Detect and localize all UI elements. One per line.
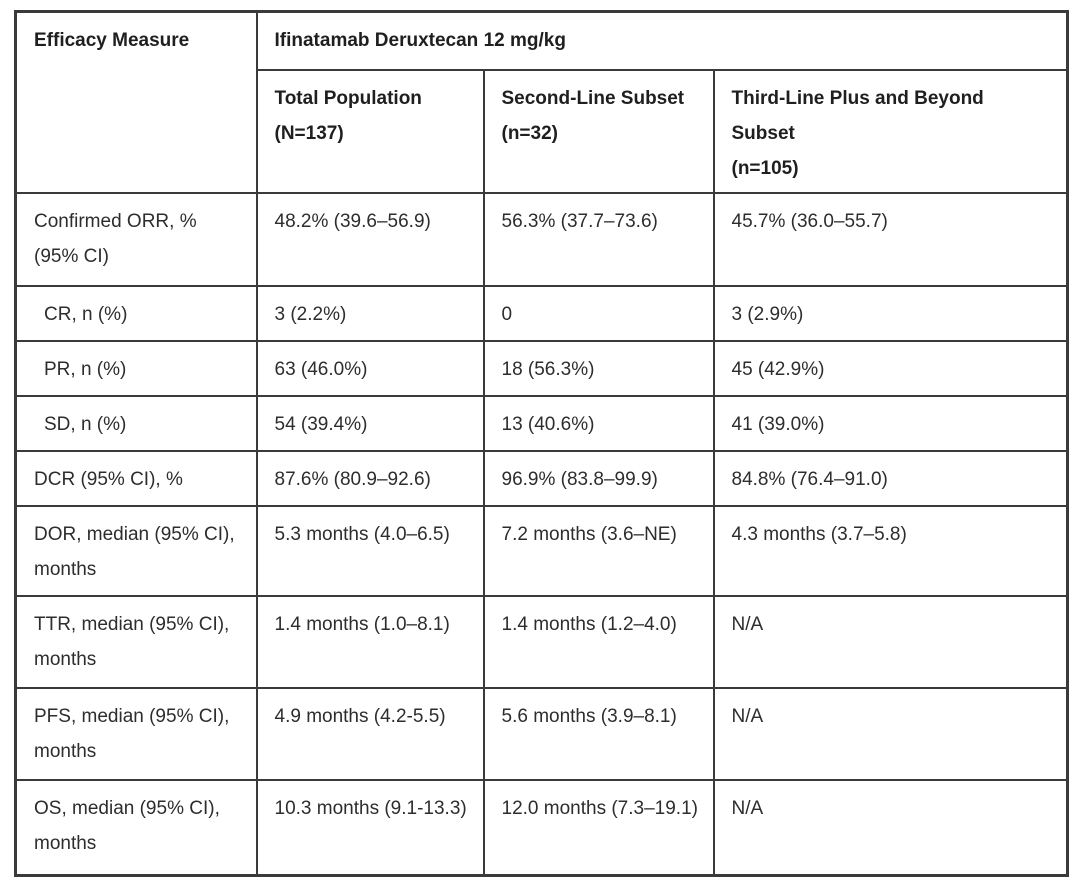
column-n: (n=32) <box>501 122 559 144</box>
cell-second-line: 7.2 months (3.6–NE) <box>482 504 715 597</box>
cell-third-line-plus: N/A <box>712 594 1069 689</box>
row-label: SD, n (%) <box>14 394 258 452</box>
row-label: DCR (95% CI), % <box>14 449 258 507</box>
cell-third-line-plus: 84.8% (76.4–91.0) <box>712 449 1069 507</box>
cell-total-population: 87.6% (80.9–92.6) <box>255 449 485 507</box>
efficacy-table: Efficacy Measure Ifinatamab Deruxtecan 1… <box>14 10 1069 877</box>
cell-third-line-plus: 41 (39.0%) <box>712 394 1069 452</box>
table-row-pr: PR, n (%) 63 (46.0%) 18 (56.3%) 45 (42.9… <box>14 339 1069 397</box>
column-name: Second-Line Subset <box>501 87 685 109</box>
cell-third-line-plus: 4.3 months (3.7–5.8) <box>712 504 1069 597</box>
cell-second-line: 13 (40.6%) <box>482 394 715 452</box>
header-efficacy-measure: Efficacy Measure <box>14 10 258 194</box>
header-second-line-subset: Second-Line Subset (n=32) <box>482 68 715 194</box>
column-n: (n=105) <box>731 157 799 179</box>
header-third-line-plus-subset: Third-Line Plus and Beyond Subset (n=105… <box>712 68 1069 194</box>
efficacy-table-container: Efficacy Measure Ifinatamab Deruxtecan 1… <box>14 10 1069 877</box>
header-drug-group: Ifinatamab Deruxtecan 12 mg/kg <box>255 10 1069 71</box>
column-name: Third-Line Plus and Beyond Subset <box>731 87 984 144</box>
header-total-population: Total Population (N=137) <box>255 68 485 194</box>
table-row-dor: DOR, median (95% CI), months 5.3 months … <box>14 504 1069 597</box>
table-row-sd: SD, n (%) 54 (39.4%) 13 (40.6%) 41 (39.0… <box>14 394 1069 452</box>
row-label: OS, median (95% CI), months <box>14 778 258 877</box>
table-row-ttr: TTR, median (95% CI), months 1.4 months … <box>14 594 1069 689</box>
table-row-confirmed-orr: Confirmed ORR, % (95% CI) 48.2% (39.6–56… <box>14 191 1069 287</box>
column-n: (N=137) <box>274 122 344 144</box>
row-label: PFS, median (95% CI), months <box>14 686 258 781</box>
row-label: CR, n (%) <box>14 284 258 342</box>
table-row-cr: CR, n (%) 3 (2.2%) 0 3 (2.9%) <box>14 284 1069 342</box>
cell-total-population: 63 (46.0%) <box>255 339 485 397</box>
cell-third-line-plus: N/A <box>712 778 1069 877</box>
table-row-os: OS, median (95% CI), months 10.3 months … <box>14 778 1069 877</box>
cell-second-line: 12.0 months (7.3–19.1) <box>482 778 715 877</box>
cell-total-population: 4.9 months (4.2-5.5) <box>255 686 485 781</box>
cell-total-population: 1.4 months (1.0–8.1) <box>255 594 485 689</box>
cell-third-line-plus: 45.7% (36.0–55.7) <box>712 191 1069 287</box>
cell-second-line: 0 <box>482 284 715 342</box>
row-label: Confirmed ORR, % (95% CI) <box>14 191 258 287</box>
cell-third-line-plus: 3 (2.9%) <box>712 284 1069 342</box>
row-label: TTR, median (95% CI), months <box>14 594 258 689</box>
cell-total-population: 5.3 months (4.0–6.5) <box>255 504 485 597</box>
cell-second-line: 5.6 months (3.9–8.1) <box>482 686 715 781</box>
cell-second-line: 96.9% (83.8–99.9) <box>482 449 715 507</box>
cell-second-line: 56.3% (37.7–73.6) <box>482 191 715 287</box>
cell-total-population: 3 (2.2%) <box>255 284 485 342</box>
row-label: PR, n (%) <box>14 339 258 397</box>
cell-second-line: 18 (56.3%) <box>482 339 715 397</box>
header-group-row: Efficacy Measure Ifinatamab Deruxtecan 1… <box>14 10 1069 194</box>
cell-total-population: 10.3 months (9.1-13.3) <box>255 778 485 877</box>
cell-total-population: 48.2% (39.6–56.9) <box>255 191 485 287</box>
table-row-pfs: PFS, median (95% CI), months 4.9 months … <box>14 686 1069 781</box>
header-columns-row: Total Population (N=137) Second-Line Sub… <box>16 68 1069 194</box>
cell-total-population: 54 (39.4%) <box>255 394 485 452</box>
row-label: DOR, median (95% CI), months <box>14 504 258 597</box>
cell-third-line-plus: N/A <box>712 686 1069 781</box>
table-row-dcr: DCR (95% CI), % 87.6% (80.9–92.6) 96.9% … <box>14 449 1069 507</box>
cell-third-line-plus: 45 (42.9%) <box>712 339 1069 397</box>
cell-second-line: 1.4 months (1.2–4.0) <box>482 594 715 689</box>
column-name: Total Population <box>274 87 422 109</box>
